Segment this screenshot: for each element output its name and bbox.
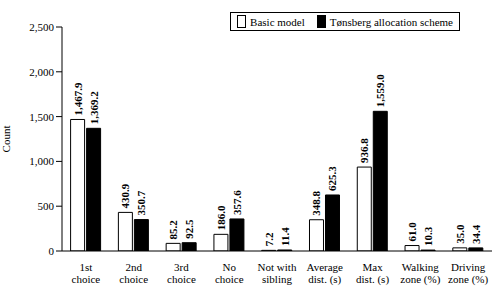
svg-text:625.3: 625.3 [326, 166, 338, 191]
svg-text:dist. (s): dist. (s) [356, 273, 389, 286]
svg-text:11.4: 11.4 [279, 227, 291, 246]
svg-text:348.8: 348.8 [310, 190, 322, 215]
svg-text:430.9: 430.9 [119, 183, 131, 208]
html-text:Basic model: Basic model [250, 15, 305, 28]
svg-text:85.2: 85.2 [167, 220, 179, 240]
svg-text:2,000: 2,000 [29, 66, 54, 78]
svg-text:350.7: 350.7 [135, 190, 147, 215]
svg-text:3rd: 3rd [174, 261, 189, 273]
svg-text:choice: choice [167, 273, 196, 285]
svg-text:zone (%): zone (%) [400, 273, 440, 286]
svg-text:Count: Count [8, 126, 12, 153]
svg-text:1,500: 1,500 [29, 111, 54, 123]
svg-text:sibling: sibling [262, 273, 292, 285]
svg-text:Driving: Driving [451, 261, 486, 273]
svg-text:92.5: 92.5 [183, 219, 195, 239]
svg-text:2nd: 2nd [125, 261, 142, 273]
svg-text:No: No [222, 261, 236, 273]
svg-text:500: 500 [38, 200, 55, 212]
svg-text:357.6: 357.6 [231, 190, 243, 215]
svg-text:zone (%): zone (%) [448, 273, 488, 286]
svg-text:choice: choice [215, 273, 244, 285]
svg-text:Not with: Not with [258, 261, 297, 273]
svg-text:7.2: 7.2 [263, 232, 275, 246]
svg-text:936.8: 936.8 [358, 138, 370, 163]
svg-text:2,500: 2,500 [29, 21, 54, 33]
svg-text:186.0: 186.0 [215, 205, 227, 230]
svg-text:1st: 1st [79, 261, 92, 273]
html-text:Tønsberg allocation scheme: Tønsberg allocation scheme [329, 15, 453, 28]
svg-text:dist. (s): dist. (s) [308, 273, 341, 286]
svg-text:61.0: 61.0 [406, 222, 418, 242]
svg-text:Max: Max [362, 261, 383, 273]
svg-text:1,000: 1,000 [29, 155, 54, 167]
svg-text:1,467.9: 1,467.9 [72, 82, 84, 116]
svg-text:Average: Average [307, 261, 344, 273]
svg-text:1,369.2: 1,369.2 [88, 91, 100, 125]
svg-text:Walking: Walking [402, 261, 439, 273]
svg-text:10.3: 10.3 [422, 226, 434, 246]
svg-text:0: 0 [49, 245, 55, 257]
svg-text:choice: choice [119, 273, 148, 285]
svg-text:choice: choice [72, 273, 101, 285]
svg-text:34.4: 34.4 [470, 224, 482, 244]
svg-text:1,559.0: 1,559.0 [374, 74, 386, 108]
svg-text:35.0: 35.0 [454, 224, 466, 244]
